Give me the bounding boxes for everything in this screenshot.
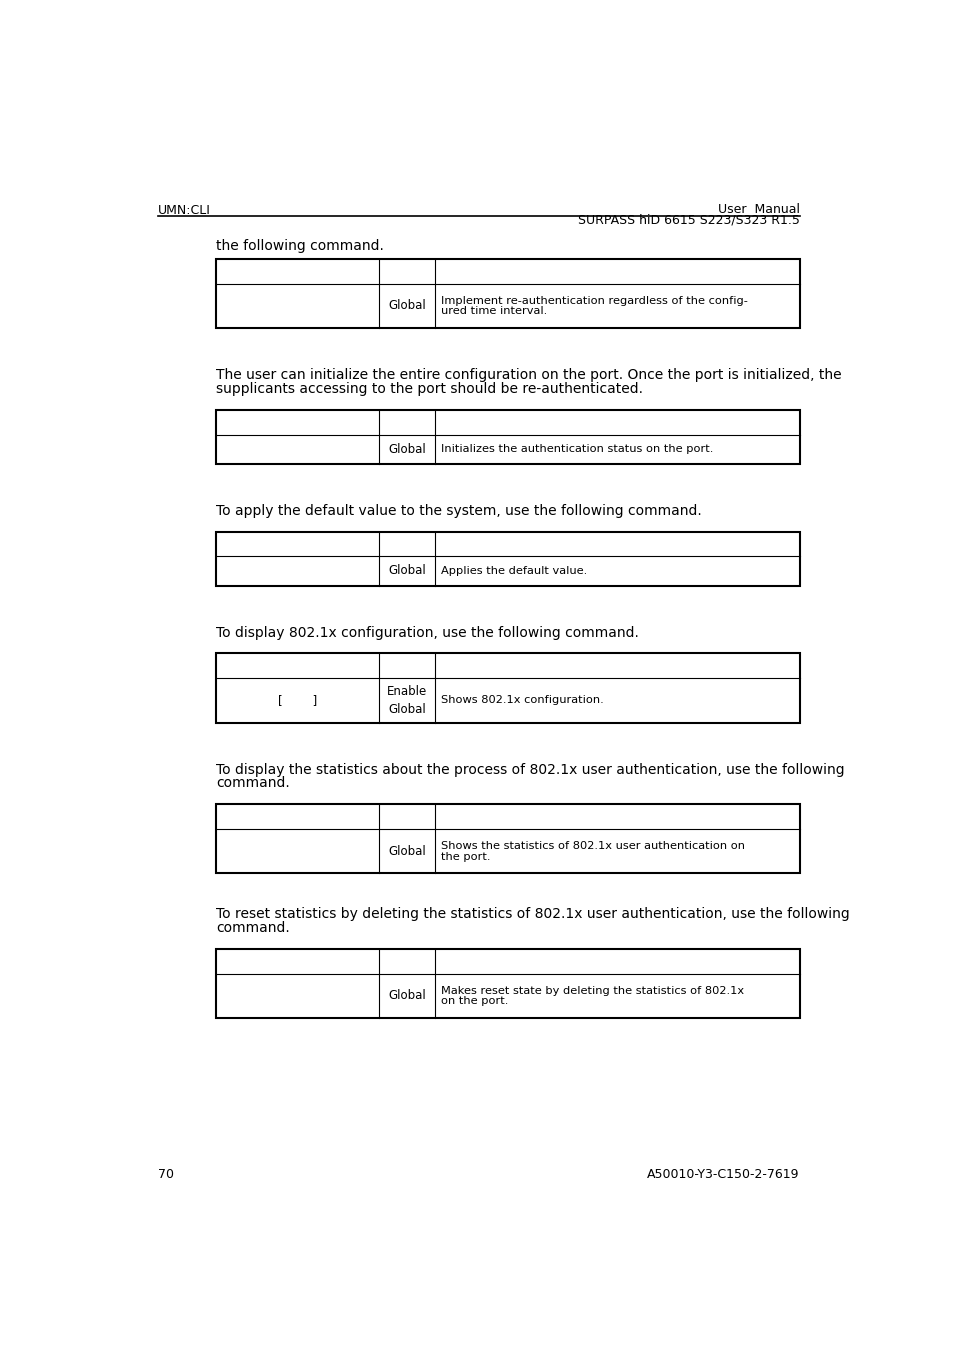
- Text: SURPASS hiD 6615 S223/S323 R1.5: SURPASS hiD 6615 S223/S323 R1.5: [578, 213, 799, 227]
- Text: UMN:CLI: UMN:CLI: [158, 204, 211, 217]
- Bar: [216, 532, 799, 586]
- Text: 70: 70: [158, 1168, 173, 1181]
- Text: To display the statistics about the process of 802.1x user authentication, use t: To display the statistics about the proc…: [216, 763, 843, 776]
- Bar: [216, 805, 799, 873]
- Text: command.: command.: [216, 921, 290, 936]
- Text: Global: Global: [388, 990, 425, 1003]
- Text: To reset statistics by deleting the statistics of 802.1x user authentication, us: To reset statistics by deleting the stat…: [216, 907, 849, 921]
- Text: [        ]: [ ]: [277, 694, 316, 707]
- Text: the following command.: the following command.: [216, 239, 384, 252]
- Text: Global: Global: [388, 443, 425, 456]
- Text: supplicants accessing to the port should be re-authenticated.: supplicants accessing to the port should…: [216, 382, 642, 396]
- Text: Implement re-authentication regardless of the config-: Implement re-authentication regardless o…: [440, 296, 747, 305]
- Bar: [216, 410, 799, 464]
- Text: Makes reset state by deleting the statistics of 802.1x: Makes reset state by deleting the statis…: [440, 986, 743, 995]
- Text: A50010-Y3-C150-2-7619: A50010-Y3-C150-2-7619: [646, 1168, 799, 1181]
- Bar: [216, 949, 799, 1018]
- Text: ured time interval.: ured time interval.: [440, 306, 547, 316]
- Text: Global: Global: [388, 300, 425, 312]
- Text: To display 802.1x configuration, use the following command.: To display 802.1x configuration, use the…: [216, 625, 639, 640]
- Text: Enable
Global: Enable Global: [386, 684, 426, 716]
- Bar: [216, 653, 799, 722]
- Text: Shows 802.1x configuration.: Shows 802.1x configuration.: [440, 695, 603, 705]
- Text: The user can initialize the entire configuration on the port. Once the port is i: The user can initialize the entire confi…: [216, 369, 841, 382]
- Bar: [216, 259, 799, 328]
- Text: Applies the default value.: Applies the default value.: [440, 566, 586, 576]
- Text: Shows the statistics of 802.1x user authentication on: Shows the statistics of 802.1x user auth…: [440, 841, 744, 850]
- Text: Global: Global: [388, 564, 425, 578]
- Text: To apply the default value to the system, use the following command.: To apply the default value to the system…: [216, 504, 701, 518]
- Text: Initializes the authentication status on the port.: Initializes the authentication status on…: [440, 444, 713, 454]
- Text: on the port.: on the port.: [440, 996, 508, 1006]
- Text: command.: command.: [216, 776, 290, 791]
- Text: User  Manual: User Manual: [717, 202, 799, 216]
- Text: Global: Global: [388, 845, 425, 857]
- Text: the port.: the port.: [440, 852, 490, 861]
